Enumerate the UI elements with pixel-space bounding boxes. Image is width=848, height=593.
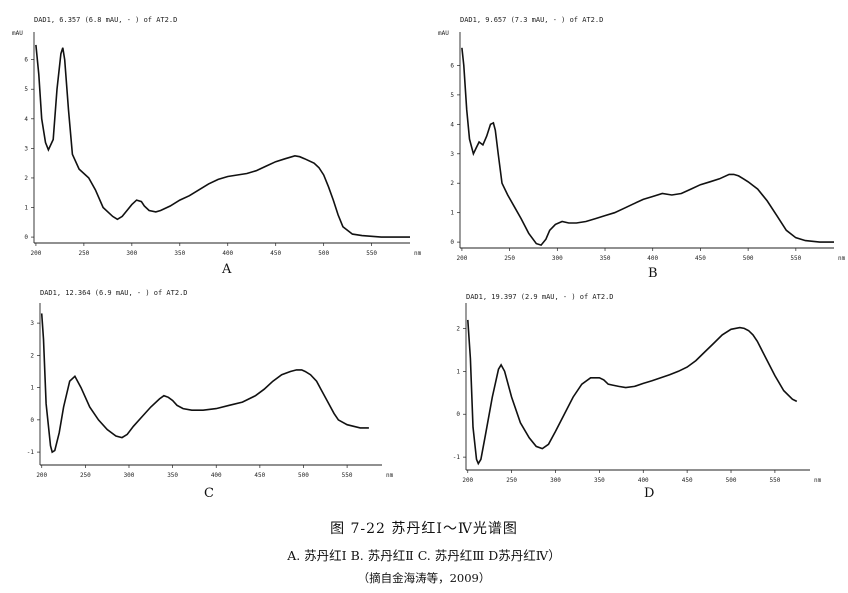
- axes-a: [33, 32, 410, 244]
- x-tick-label: 200: [462, 477, 473, 484]
- x-tick-label: 550: [769, 477, 780, 484]
- y-tick-label: 6: [450, 62, 454, 69]
- y-tick-label: 1: [30, 385, 34, 392]
- chart-header-d: DAD1, 19.397 (2.9 mAU, - ) of AT2.D: [466, 293, 614, 301]
- x-tick-label: 300: [552, 255, 563, 262]
- y-unit-label-a: mAU: [12, 30, 23, 37]
- y-tick-label: 2: [450, 180, 454, 187]
- x-tick-label: 250: [78, 250, 89, 257]
- spectrum-chart-a: DAD1, 6.357 (6.8 mAU, - ) of AT2.D mAU 2…: [12, 16, 422, 257]
- y-tick-label: 2: [30, 352, 34, 359]
- x-tick-label: 450: [254, 472, 265, 479]
- x-tick-label: 250: [506, 477, 517, 484]
- axes-d: [465, 303, 810, 471]
- y-tick-label: 0: [30, 417, 34, 424]
- panel-label-c: C: [204, 486, 214, 501]
- x-tick-label: 500: [298, 472, 309, 479]
- chart-header-b: DAD1, 9.657 (7.3 mAU, - ) of AT2.D: [460, 16, 603, 24]
- y-tick-label: 0: [24, 234, 28, 241]
- x-tick-label: 550: [342, 472, 353, 479]
- y-tick-label: 3: [24, 145, 28, 152]
- spectrum-chart-d: DAD1, 19.397 (2.9 mAU, - ) of AT2.D 200 2…: [453, 293, 822, 484]
- figure-subcaption: A. 苏丹红Ⅰ B. 苏丹红Ⅱ C. 苏丹红Ⅲ D苏丹红Ⅳ）: [287, 548, 561, 563]
- spectrum-chart-b: DAD1, 9.657 (7.3 mAU, - ) of AT2.D mAU 2…: [438, 16, 846, 262]
- axes-c: [39, 303, 382, 466]
- figure-source: （摘自金海涛等，2009）: [357, 571, 491, 585]
- x-tick-label: 350: [167, 472, 178, 479]
- spectrum-line-a: [35, 44, 410, 238]
- tick-labels-a: 200 250 300 350 400 450 500 550 nm 0 1 2 3 4 5 6: [24, 57, 421, 257]
- x-tick-label: 500: [743, 255, 754, 262]
- y-tick-label: 4: [24, 116, 28, 123]
- x-tick-label: 300: [550, 477, 561, 484]
- x-tick-label: 400: [647, 255, 658, 262]
- tick-labels-d: 200 250 300 350 400 450 500 550 nm -1 0 1 2: [453, 325, 822, 484]
- x-unit-label: nm: [386, 472, 394, 479]
- spectrum-chart-c: DAD1, 12.364 (6.9 mAU, - ) of AT2.D 200 2…: [27, 289, 394, 479]
- x-tick-label: 400: [211, 472, 222, 479]
- spectrum-line-c: [40, 313, 369, 454]
- y-tick-label: 3: [30, 320, 34, 327]
- x-tick-label: 200: [30, 250, 41, 257]
- y-tick-label: 3: [450, 151, 454, 158]
- panel-label-d: D: [644, 486, 655, 501]
- y-unit-label-b: mAU: [438, 30, 449, 37]
- x-tick-label: 300: [126, 250, 137, 257]
- x-unit-label: nm: [814, 477, 822, 484]
- chart-header-c: DAD1, 12.364 (6.9 mAU, - ) of AT2.D: [40, 289, 188, 297]
- spectrum-line-d: [467, 319, 798, 466]
- panel-label-a: A: [222, 262, 232, 277]
- y-tick-label: 6: [24, 57, 28, 64]
- tick-labels-c: 200 250 300 350 400 450 500 550 nm -1 0 1 2 3: [27, 320, 394, 479]
- x-tick-label: 500: [726, 477, 737, 484]
- x-tick-label: 200: [36, 472, 47, 479]
- y-tick-label: 0: [450, 239, 454, 246]
- y-tick-label: 5: [24, 86, 28, 93]
- chart-header-a: DAD1, 6.357 (6.8 mAU, - ) of AT2.D: [34, 16, 177, 24]
- x-unit-label: nm: [414, 250, 422, 257]
- y-tick-label: 5: [450, 92, 454, 99]
- x-unit-label: nm: [838, 255, 846, 262]
- x-tick-label: 450: [270, 250, 281, 257]
- y-tick-label: 4: [450, 121, 454, 128]
- y-tick-label: 1: [450, 210, 454, 217]
- x-tick-label: 350: [174, 250, 185, 257]
- x-tick-label: 300: [124, 472, 135, 479]
- x-tick-label: 450: [682, 477, 693, 484]
- x-tick-label: 250: [80, 472, 91, 479]
- panel-label-b: B: [648, 266, 658, 281]
- y-tick-label: -1: [27, 449, 35, 456]
- x-tick-label: 250: [504, 255, 515, 262]
- y-tick-label: 0: [456, 411, 460, 418]
- tick-labels-b: 200 250 300 350 400 450 500 550 nm 0 1 2 3 4 5 6: [450, 62, 845, 262]
- figure-caption: 图 7-22 苏丹红Ⅰ～Ⅳ光谱图: [330, 521, 518, 537]
- x-tick-label: 350: [600, 255, 611, 262]
- x-tick-label: 400: [222, 250, 233, 257]
- axes-b: [459, 32, 834, 249]
- x-tick-label: 200: [456, 255, 467, 262]
- x-tick-label: 350: [594, 477, 605, 484]
- y-tick-label: 2: [24, 175, 28, 182]
- y-tick-label: 1: [24, 205, 28, 212]
- x-tick-label: 550: [790, 255, 801, 262]
- y-tick-label: -1: [453, 454, 461, 461]
- x-tick-label: 400: [638, 477, 649, 484]
- y-tick-label: 1: [456, 368, 460, 375]
- x-tick-label: 450: [695, 255, 706, 262]
- x-tick-label: 500: [318, 250, 329, 257]
- x-tick-label: 550: [366, 250, 377, 257]
- y-tick-label: 2: [456, 325, 460, 332]
- spectrum-line-b: [461, 47, 834, 247]
